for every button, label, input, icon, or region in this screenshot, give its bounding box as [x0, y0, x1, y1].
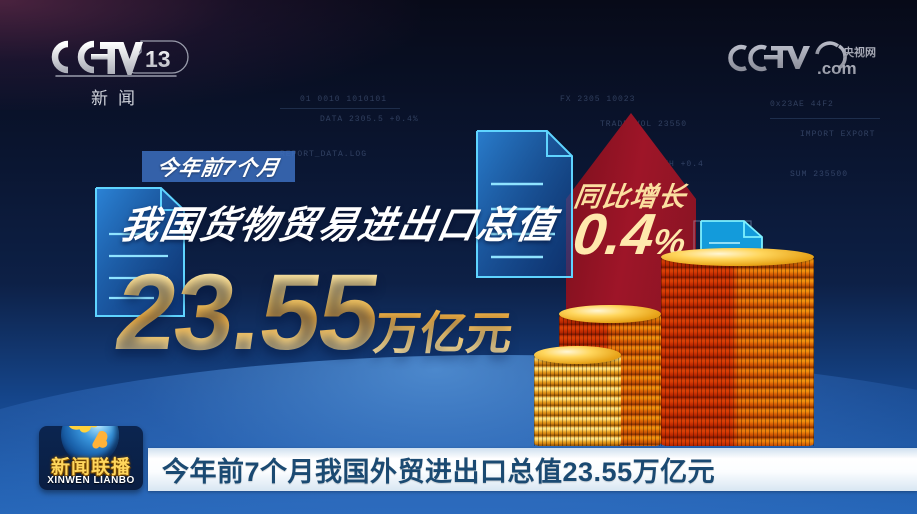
svg-text:.com: .com: [817, 59, 857, 78]
svg-text:13: 13: [145, 46, 171, 72]
svg-text:央视网: 央视网: [843, 45, 876, 59]
